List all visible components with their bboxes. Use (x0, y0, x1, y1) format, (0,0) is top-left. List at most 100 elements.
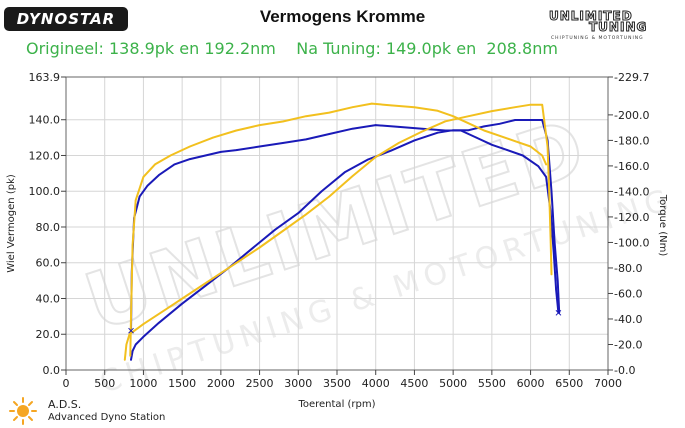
data-point-power_tuned (305, 115, 307, 117)
data-point-torque_tuned (212, 277, 214, 280)
y2-tick-label: -120.0 (614, 211, 649, 224)
data-point-torque_original (204, 285, 207, 287)
data-point-power_original (220, 151, 222, 153)
y2-tick-label: -229.7 (614, 71, 649, 84)
data-point-torque_tuned (235, 262, 238, 264)
data-point-power_original (553, 253, 555, 255)
data-point-torque_original (251, 248, 253, 250)
data-point-torque_original (556, 279, 559, 282)
data-point-torque_original (131, 350, 134, 352)
y2-tick-label: -180.0 (614, 134, 649, 147)
data-point-power_tuned (467, 122, 470, 125)
data-point-torque_tuned (529, 103, 532, 106)
y-tick-label: 120.0 (29, 149, 61, 162)
data-point-torque_tuned (189, 292, 191, 295)
y-tick-label: 100.0 (29, 185, 61, 198)
data-point-power_tuned (541, 154, 543, 157)
data-point-torque_original (130, 359, 132, 361)
ads-subtitle: Advanced Dyno Station (48, 412, 166, 423)
data-point-torque_original (142, 336, 145, 338)
data-point-torque_original (297, 212, 300, 214)
data-point-power_tuned (130, 315, 132, 318)
series-layer (123, 102, 562, 361)
data-point-power_original (351, 127, 354, 130)
data-point-torque_tuned (546, 146, 549, 148)
ads-title: A.D.S. (48, 398, 82, 411)
sun-icon (9, 397, 37, 425)
x-tick-label: 6500 (555, 377, 583, 390)
data-point-torque_tuned (351, 175, 354, 177)
data-point-torque_tuned (328, 195, 331, 198)
data-point-torque_tuned (128, 333, 131, 336)
data-point-torque_tuned (282, 230, 284, 232)
brand-line3: CHIPTUNING & MOTORTUNING (551, 36, 644, 41)
data-point-power_tuned (452, 115, 454, 117)
data-point-torque_original (343, 171, 346, 174)
x-tick-label: 1500 (168, 377, 196, 390)
y-tick-label: 163.9 (29, 71, 61, 84)
data-point-torque_tuned (305, 213, 307, 216)
data-point-torque_original (274, 228, 276, 231)
chart-title: Vermogens Kromme (259, 7, 426, 26)
data-point-power_original (421, 127, 424, 130)
data-point-power_original (258, 145, 261, 148)
data-point-torque_original (320, 190, 323, 193)
x-tick-label: 3000 (284, 377, 312, 390)
data-point-torque_original (367, 158, 369, 161)
axes (61, 76, 613, 375)
grid-lines (66, 77, 608, 370)
data-point-power_original (374, 124, 377, 126)
y2-tick-label: -80.0 (614, 262, 642, 275)
y-tick-label: 0.0 (43, 364, 61, 377)
data-point-power_tuned (169, 154, 172, 157)
series-line-torque_tuned (123, 103, 553, 361)
data-point-torque_original (498, 123, 501, 125)
data-point-torque_original (390, 149, 393, 152)
x-tick-label: 2500 (246, 377, 274, 390)
y2-tick-label: -160.0 (614, 160, 649, 173)
y2-tick-label: -100.0 (614, 236, 649, 249)
data-point-power_tuned (390, 104, 393, 107)
x-tick-label: 500 (94, 377, 115, 390)
data-point-power_original (545, 176, 547, 178)
y2-tick-label: -20.0 (614, 338, 642, 351)
data-point-torque_tuned (421, 130, 424, 133)
data-point-torque_original (550, 190, 553, 193)
data-point-power_original (189, 158, 191, 160)
dynostar-logo: DYNOSTAR (4, 7, 128, 31)
data-point-power_original (282, 142, 284, 144)
x-tick-label: 7000 (594, 377, 622, 390)
data-point-power_tuned (212, 136, 214, 139)
data-point-torque_original (413, 139, 416, 142)
data-point-power_tuned (413, 106, 416, 108)
ads-logo: A.D.S. Advanced Dyno Station (8, 396, 198, 426)
brand-line2: TUNING (588, 20, 648, 35)
data-point-torque_tuned (374, 156, 377, 158)
y2-tick-label: -0.0 (614, 364, 635, 377)
y-tick-label: 40.0 (36, 292, 61, 305)
data-point-power_original (522, 154, 524, 157)
x-tick-label: 1000 (129, 377, 157, 390)
y-tick-label: 60.0 (36, 257, 61, 270)
data-point-power_tuned (529, 145, 532, 148)
x-tick-label: 6000 (517, 377, 545, 390)
data-point-torque_tuned (548, 190, 550, 193)
data-point-torque_tuned (549, 241, 552, 244)
data-point-power_original (305, 138, 307, 141)
data-point-torque_original (158, 322, 160, 324)
data-point-power_tuned (129, 354, 132, 357)
data-point-torque_tuned (514, 106, 516, 108)
axis-labels: 0 500 1000 1500 2000 2500 3000 3500 4000 4500 5000… (6, 71, 668, 410)
data-point-torque_tuned (467, 115, 470, 117)
data-point-power_original (146, 185, 149, 187)
data-point-torque_original (553, 241, 556, 244)
y2-tick-label: -140.0 (614, 185, 649, 198)
y2-tick-label: -60.0 (614, 287, 642, 300)
chart-subtitle: Origineel: 138.9pk en 192.2nm Na Tuning:… (26, 39, 558, 58)
data-point-power_original (491, 144, 493, 146)
dynostar-logo-text: DYNOSTAR (16, 10, 116, 28)
data-point-power_tuned (142, 176, 145, 178)
